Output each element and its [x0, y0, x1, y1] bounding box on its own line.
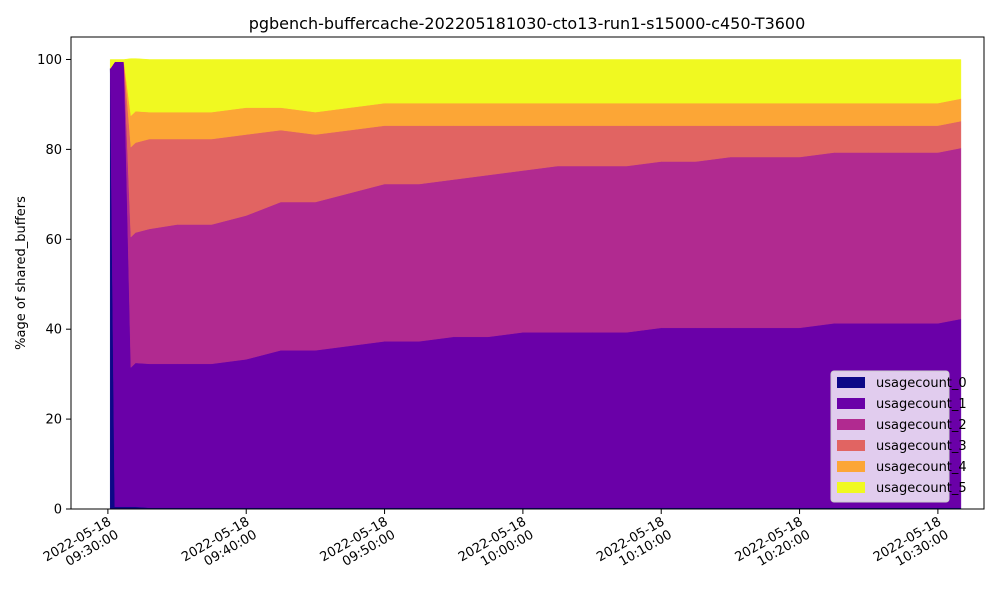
x-tick-label: 2022-05-1809:40:00 [179, 514, 259, 578]
y-tick-label: 100 [37, 53, 62, 68]
plot-frame [70, 36, 985, 510]
legend-swatch-usagecount_0 [837, 377, 865, 388]
x-tick-label: 2022-05-1810:10:00 [594, 514, 674, 578]
y-tick-label: 40 [45, 323, 62, 338]
y-tick-label: 0 [54, 503, 62, 518]
legend-swatch-usagecount_2 [837, 419, 865, 430]
stacked-areas [109, 58, 962, 510]
x-axis: 2022-05-1809:30:00 2022-05-1809:40:00 2022… [41, 509, 951, 578]
y-tick-label: 80 [45, 143, 62, 158]
x-tick-label: 2022-05-1809:50:00 [318, 514, 398, 578]
y-axis: 0 20 40 60 80 100 [37, 53, 71, 518]
legend-swatch-usagecount_5 [837, 482, 865, 493]
legend-label-usagecount_5: usagecount_5 [876, 481, 967, 496]
y-tick-label: 60 [45, 233, 62, 248]
x-tick-label: 2022-05-1809:30:00 [41, 514, 121, 578]
y-axis-label: %age of shared_buffers [14, 196, 29, 350]
legend-label-usagecount_0: usagecount_0 [876, 376, 967, 391]
legend-label-usagecount_4: usagecount_4 [876, 460, 967, 475]
legend: usagecount_0 usagecount_1 usagecount_2usag… [830, 370, 967, 503]
y-tick-label: 20 [45, 413, 62, 428]
legend-label-usagecount_3: usagecount_3 [876, 439, 967, 454]
legend-swatch-usagecount_4 [837, 461, 865, 472]
x-tick-label: 2022-05-1810:00:00 [456, 514, 536, 578]
x-tick-label: 2022-05-1810:30:00 [871, 514, 951, 578]
legend-swatch-usagecount_3 [837, 440, 865, 451]
legend-label-usagecount_1: usagecount_1 [876, 397, 967, 412]
area-usagecount_5 [109, 58, 962, 117]
legend-swatch-usagecount_1 [837, 398, 865, 409]
x-tick-label: 2022-05-1810:20:00 [733, 514, 813, 578]
legend-label-usagecount_2: usagecount_2 [876, 418, 967, 433]
chart-title: pgbench-buffercache-202205181030-cto13-r… [249, 14, 806, 33]
